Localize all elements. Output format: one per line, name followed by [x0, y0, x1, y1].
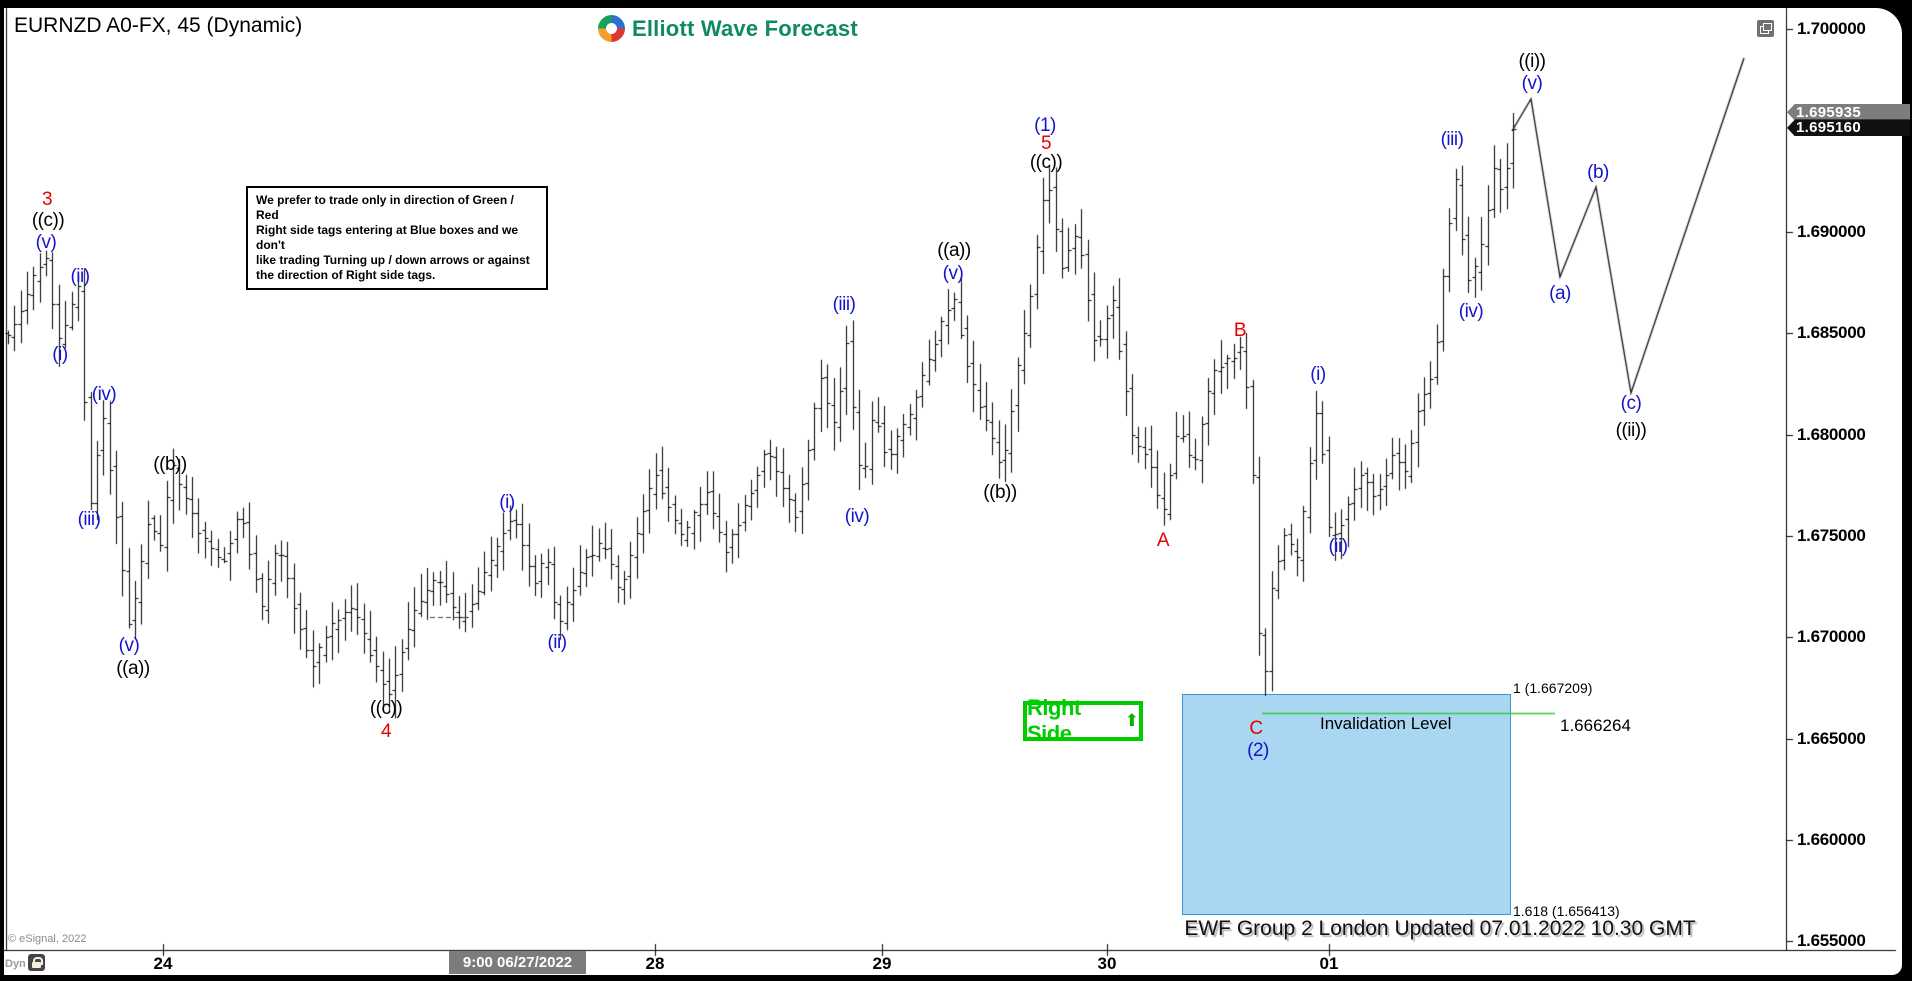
- wave-label: (iii): [1440, 129, 1464, 150]
- wave-label: (i): [499, 492, 515, 513]
- ewf-logo-text: Elliott Wave Forecast: [632, 15, 858, 41]
- wave-label: (a): [1549, 283, 1571, 304]
- current-price-tag: 1.695160: [1787, 119, 1910, 137]
- current-price-tag: 1.695935: [1787, 103, 1910, 121]
- wave-label: 4: [380, 721, 392, 742]
- wave-label: (i): [52, 344, 68, 365]
- right-side-label: Right Side: [1027, 695, 1081, 746]
- symbol-title: EURNZD A0-FX, 45 (Dynamic): [14, 14, 303, 37]
- trading-note-box: We prefer to trade only in direction of …: [246, 186, 548, 290]
- bluebox-fib-bottom-label: 1.618 (1.656413): [1513, 903, 1620, 919]
- wave-label: ((a)): [937, 240, 971, 261]
- invalidation-level-price: 1.666264: [1560, 716, 1631, 736]
- wave-label: ((c)): [1029, 152, 1063, 173]
- wave-label: (v): [118, 635, 140, 656]
- ewf-logo-icon: [598, 15, 625, 42]
- price-axis-label: 1.665000: [1797, 728, 1866, 748]
- wave-label: 3: [41, 189, 53, 210]
- restore-window-icon[interactable]: [1757, 20, 1774, 37]
- price-axis-label: 1.675000: [1797, 526, 1866, 545]
- wave-label: (v): [35, 232, 57, 253]
- wave-label: (i): [1310, 364, 1326, 385]
- lock-icon[interactable]: [28, 954, 45, 971]
- wave-label: ((ii)): [1615, 420, 1647, 441]
- esignal-copyright: © eSignal, 2022: [8, 933, 87, 945]
- wave-label: (iv): [1458, 301, 1484, 322]
- wave-label: (2): [1247, 740, 1269, 761]
- wave-label: (iv): [91, 384, 117, 405]
- price-axis-label: 1.680000: [1797, 424, 1866, 444]
- wave-label: 5: [1040, 133, 1052, 154]
- price-axis-label: 1.660000: [1797, 830, 1866, 849]
- wave-label: (ii): [1328, 536, 1348, 557]
- wave-label: (ii): [70, 266, 90, 287]
- wave-label: ((b)): [983, 482, 1017, 503]
- wave-label: (iv): [844, 506, 870, 527]
- wave-label: (c): [1620, 393, 1642, 414]
- time-crosshair-label: 9:00 06/27/2022: [449, 951, 586, 974]
- wave-label: (b): [1587, 162, 1609, 183]
- wave-label: C: [1249, 718, 1263, 739]
- wave-label: (1): [1034, 115, 1056, 136]
- wave-label: ((a)): [116, 658, 150, 679]
- dyn-mode-label: Dyn: [5, 958, 26, 970]
- wave-label: A: [1156, 530, 1170, 551]
- time-axis-label: 30: [1097, 954, 1117, 973]
- wave-label: (ii): [547, 632, 567, 653]
- wave-label: (v): [942, 263, 964, 284]
- wave-label: ((b)): [153, 454, 187, 475]
- wave-label: ((c)): [31, 210, 65, 231]
- price-axis-label: 1.685000: [1797, 323, 1866, 343]
- wave-label: (v): [1521, 73, 1543, 94]
- lock-icon-shackle: [33, 957, 43, 965]
- invalidation-level-label: Invalidation Level: [1320, 714, 1452, 733]
- bluebox-fib-top-label: 1 (1.667209): [1513, 680, 1593, 696]
- price-axis-label: 1.655000: [1797, 931, 1866, 951]
- price-axis-label: 1.700000: [1797, 19, 1866, 39]
- right-side-tag: Right Side ⬆: [1023, 695, 1143, 746]
- ewf-logo: Elliott Wave Forecast: [598, 15, 858, 42]
- ewf-group-banner: EWF Group 2 London Updated 07.01.2022 10…: [1184, 917, 1696, 940]
- wave-label: B: [1233, 320, 1247, 341]
- lock-icon-body: [32, 962, 41, 968]
- restore-icon-front-square: [1763, 23, 1772, 31]
- wave-label: ((c)): [369, 698, 403, 719]
- time-axis-label: 01: [1319, 954, 1339, 973]
- price-axis-label: 1.670000: [1797, 627, 1866, 647]
- price-axis-label: 1.690000: [1797, 222, 1866, 241]
- time-axis-label: 29: [872, 954, 892, 973]
- time-axis-label: 28: [645, 954, 665, 973]
- wave-label: (iii): [77, 509, 101, 530]
- up-arrow-icon: ⬆: [1124, 711, 1139, 730]
- time-axis-label: 24: [153, 954, 173, 973]
- wave-label: ((i)): [1518, 51, 1546, 72]
- wave-label: (iii): [832, 294, 856, 315]
